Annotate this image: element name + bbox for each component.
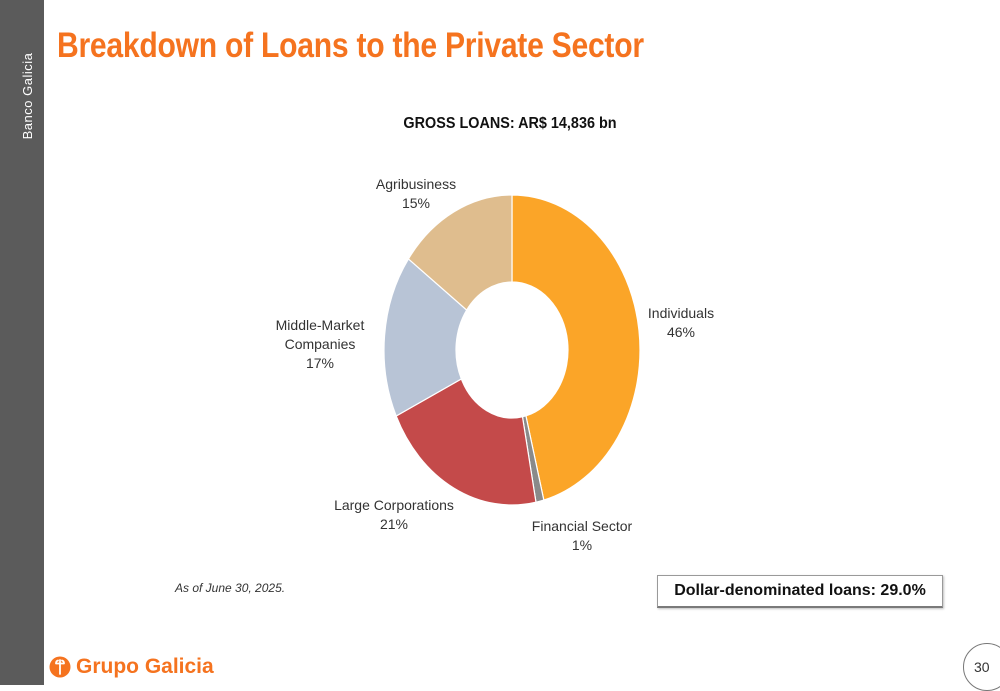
label-value-individuals: 46% xyxy=(666,324,696,340)
label-value-middle-market-companies: 17% xyxy=(305,355,335,371)
page-number-text: 30 xyxy=(974,659,990,675)
chart-title: GROSS LOANS: AR$ 14,836 bn xyxy=(403,115,617,132)
footnote: As of June 30, 2025. xyxy=(175,581,286,595)
label-value-financial-sector: 1% xyxy=(571,537,593,553)
dollar-loans-box: Dollar-denominated loans: 29.0% xyxy=(657,575,943,608)
label-value-large-corporations: 21% xyxy=(379,516,409,532)
dollar-loans-text: Dollar-denominated loans: 29.0% xyxy=(674,582,926,599)
slice-large-corporations xyxy=(395,378,537,506)
page-number: 30 xyxy=(963,643,1000,691)
label-category-middle-market-companies: Companies xyxy=(284,336,356,352)
slice-individuals xyxy=(511,194,641,501)
slice-middle-market-companies xyxy=(383,257,468,417)
page-title: Breakdown of Loans to the Private Sector xyxy=(57,26,644,65)
label-agribusiness: Agribusiness 15% xyxy=(376,175,456,213)
label-individuals: Individuals 46% xyxy=(648,304,714,342)
sidebar: Banco Galicia xyxy=(0,0,44,685)
label-middle-market-companies: Middle-Market Companies 17% xyxy=(276,316,365,373)
label-category-large-corporations: Large Corporations xyxy=(334,497,454,513)
grupo-galicia-logo: Grupo Galicia xyxy=(49,654,214,680)
label-value-agribusiness: 15% xyxy=(401,195,431,211)
label-category-financial-sector: Financial Sector xyxy=(531,518,633,534)
label-category-middle-market-companies: Middle-Market xyxy=(275,317,365,333)
slice-agribusiness xyxy=(407,194,513,311)
logo-text: Grupo Galicia xyxy=(76,655,214,678)
label-large-corporations: Large Corporations 21% xyxy=(334,496,454,534)
logo-icon xyxy=(49,656,71,678)
label-category-individuals: Individuals xyxy=(647,305,715,321)
label-category-agribusiness: Agribusiness xyxy=(375,176,457,192)
label-financial-sector: Financial Sector 1% xyxy=(532,517,632,555)
